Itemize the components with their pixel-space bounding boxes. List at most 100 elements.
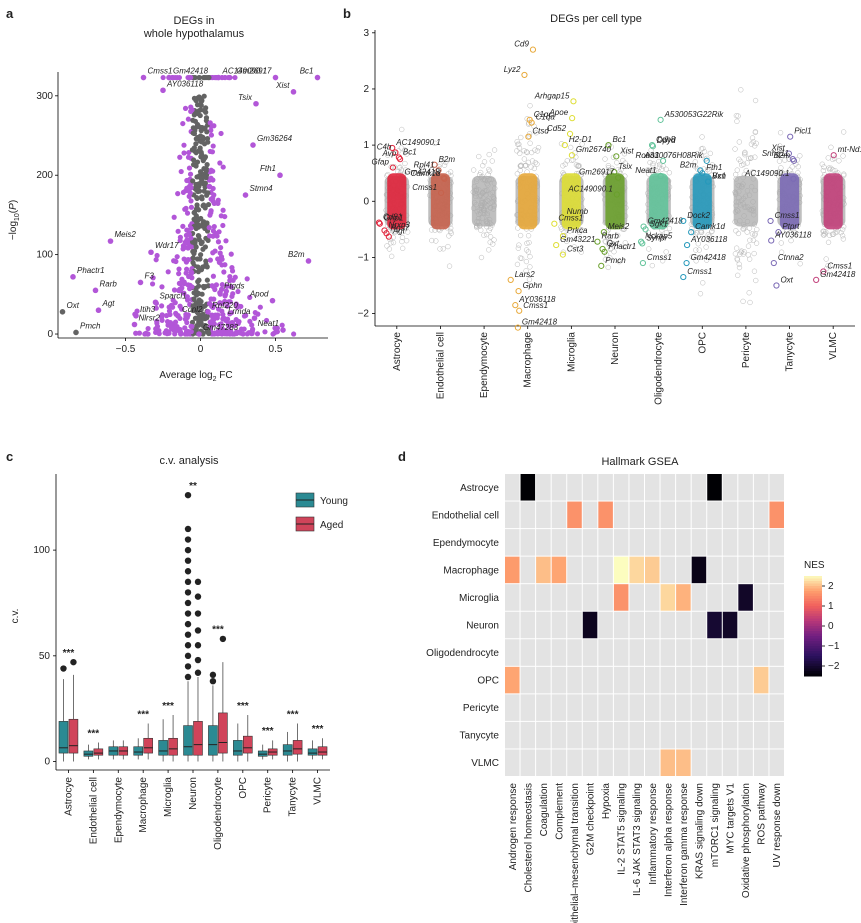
panel-d-cell: [691, 639, 707, 666]
panel-d-cell: [598, 529, 613, 556]
panel-d-cell: [567, 721, 582, 749]
panel-b-point-label: B2m: [680, 160, 697, 169]
box-body: [143, 737, 153, 754]
panel-a-labeled-point: [196, 331, 202, 337]
panel-a-point: [197, 180, 203, 186]
panel-a-point: [190, 130, 196, 136]
panel-b-point: [820, 167, 826, 174]
panel-c-x-tick-label: Neuron: [188, 777, 199, 810]
panel-b-point-label: Agt: [392, 227, 406, 236]
panel-d-cell: [520, 474, 536, 501]
panel-b-point-label: Cdh8: [656, 135, 676, 144]
panel-b-point: [700, 280, 706, 286]
panel-d-cell: [738, 474, 753, 501]
panel-d-cell: [582, 611, 598, 639]
panel-b-point: [573, 235, 580, 241]
panel-b-labeled-point: [787, 133, 794, 140]
panel-b-point-label: Nckap5: [645, 232, 673, 241]
panel-b-point: [703, 257, 710, 263]
panel-b-labeled-point: [639, 259, 647, 267]
panel-a-point: [185, 282, 191, 288]
panel-b-point: [616, 258, 622, 265]
panel-a-point: [211, 321, 217, 327]
panel-a-point: [198, 215, 204, 222]
panel-d-cell: [567, 611, 582, 639]
panel-a-labeled-point: [280, 327, 286, 333]
panel-a-y-tick-label: 100: [36, 250, 53, 261]
panel-b-point: [523, 258, 530, 265]
panel-b-point-label: Picl1: [794, 127, 811, 136]
panel-a-point-label: Apod: [249, 290, 269, 299]
panel-b-point: [666, 225, 673, 232]
panel-b-point: [693, 258, 699, 264]
panel-d-cell: [769, 749, 784, 776]
box-body: [133, 746, 143, 756]
panel-b-point: [396, 148, 402, 154]
panel-b-strip-significant: [605, 173, 625, 230]
panel-b-point: [602, 156, 608, 162]
panel-b-labeled-point: [703, 157, 710, 164]
panel-d-row-label: Ependymocyte: [433, 538, 500, 549]
panel-d-letter: d: [398, 449, 406, 464]
panel-a-point: [199, 291, 205, 297]
panel-b-point-label: Nrxn3: [389, 220, 411, 229]
panel-a-point: [238, 326, 245, 332]
panel-a-point: [188, 329, 194, 335]
panel-b-point-label: B2m: [439, 155, 456, 164]
panel-d-legend-gradient: [804, 606, 822, 609]
panel-a-point: [207, 257, 213, 263]
panel-b-point: [839, 233, 846, 239]
panel-a-point-label: Meis2: [115, 230, 137, 239]
panel-a-point: [193, 187, 200, 193]
panel-a-point: [193, 244, 199, 250]
panel-b-point-label: Gm42418: [820, 270, 856, 279]
panel-b-labeled-point: [561, 142, 568, 149]
panel-a-point: [145, 325, 151, 332]
panel-c-cv-boxplot: c c.v. analysis c.v. 0 50 100 *** Astrocye **…: [6, 449, 348, 850]
box-body: [168, 737, 178, 756]
panel-a-point: [177, 286, 183, 292]
panel-d-legend-gradient: [804, 601, 822, 604]
panel-b-point: [433, 238, 439, 244]
panel-b-point-label: Cd81: [383, 213, 402, 222]
panel-b-point: [576, 229, 583, 236]
panel-b-point: [735, 230, 742, 237]
panel-b-point: [514, 171, 521, 177]
panel-a-point: [198, 252, 204, 258]
panel-a-labeled-point: [107, 238, 114, 244]
panel-b-y-tick-label: 0: [363, 196, 369, 207]
panel-d-row-label: VLMC: [471, 758, 499, 769]
panel-a-point: [215, 239, 222, 245]
panel-d-title: Hallmark GSEA: [601, 456, 679, 468]
panel-b-point-label: Camk1d: [695, 222, 725, 231]
panel-c-box-young: [108, 740, 119, 760]
panel-d-cell: [753, 721, 769, 749]
panel-b-point: [526, 239, 532, 246]
panel-d-cell: [598, 584, 613, 611]
panel-a-point-label: Wdr17: [155, 241, 179, 250]
panel-b-point: [696, 247, 702, 253]
panel-d-legend-tick-label: 0: [828, 621, 834, 632]
panel-d-cell: [722, 666, 738, 694]
panel-a-point-label: Lrmda: [228, 307, 251, 316]
panel-b-point: [697, 291, 704, 297]
panel-b-point: [659, 258, 666, 264]
panel-d-cell: [567, 639, 582, 666]
panel-b-point: [515, 245, 522, 251]
panel-b-point: [832, 230, 838, 236]
panel-a-point: [229, 320, 235, 326]
panel-b-point-label: Lars2: [515, 270, 536, 279]
panel-a-point: [228, 284, 234, 290]
panel-c-x-tick-label: Pericyte: [263, 777, 274, 814]
panel-d-cell: [582, 556, 598, 584]
panel-b-point: [663, 166, 669, 172]
panel-b-point: [840, 226, 846, 233]
panel-b-point: [487, 239, 493, 245]
panel-a-point: [199, 194, 205, 200]
panel-b-point: [398, 145, 405, 151]
panel-d-cell: [567, 694, 582, 721]
box-outlier: [184, 652, 192, 660]
panel-a-point: [154, 318, 160, 324]
panel-d-row-label: Endothelial cell: [432, 510, 499, 521]
panel-a-y-tick-label: 300: [36, 91, 53, 102]
